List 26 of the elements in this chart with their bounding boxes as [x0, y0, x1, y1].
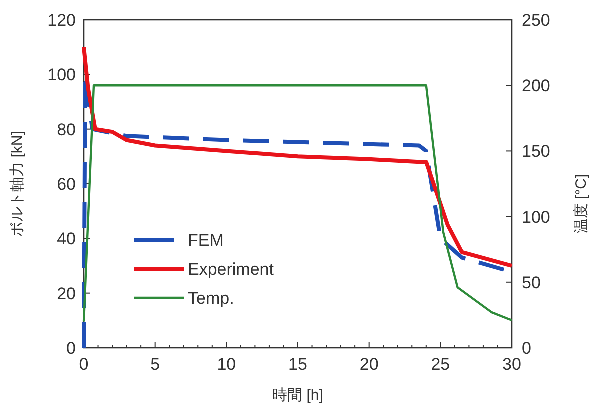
y-tick-label: 80 [57, 120, 76, 140]
y2-tick-label: 50 [522, 273, 541, 292]
x-tick-label: 20 [360, 355, 379, 374]
legend-label: Experiment [188, 260, 274, 279]
y-axis-title: ボルト軸力 [kN] [9, 131, 26, 237]
y-tick-label: 0 [66, 339, 76, 358]
y-tick-label: 100 [48, 66, 76, 85]
y-tick-label: 20 [57, 284, 76, 304]
x-tick-label: 15 [288, 355, 308, 374]
legend-label: Temp. [188, 289, 234, 308]
x-tick-label: 0 [79, 355, 89, 374]
y2-tick-label: 100 [522, 208, 550, 227]
x-tick-label: 5 [150, 355, 160, 374]
legend-label: FEM [188, 231, 224, 250]
x-tick-label: 25 [431, 355, 450, 374]
y-tick-label: 120 [48, 11, 76, 30]
x-tick-label: 30 [502, 355, 522, 374]
y-tick-label: 40 [57, 230, 76, 249]
y2-tick-label: 250 [522, 11, 550, 30]
y2-tick-label: 0 [522, 339, 532, 358]
x-axis-title: 時間 [h] [272, 387, 324, 404]
y2-tick-label: 150 [522, 142, 550, 162]
y2-tick-label: 200 [522, 76, 550, 96]
y-tick-label: 60 [57, 175, 76, 194]
x-tick-label: 10 [217, 355, 236, 374]
y2-axis-title: 温度 [°C] [573, 174, 590, 234]
